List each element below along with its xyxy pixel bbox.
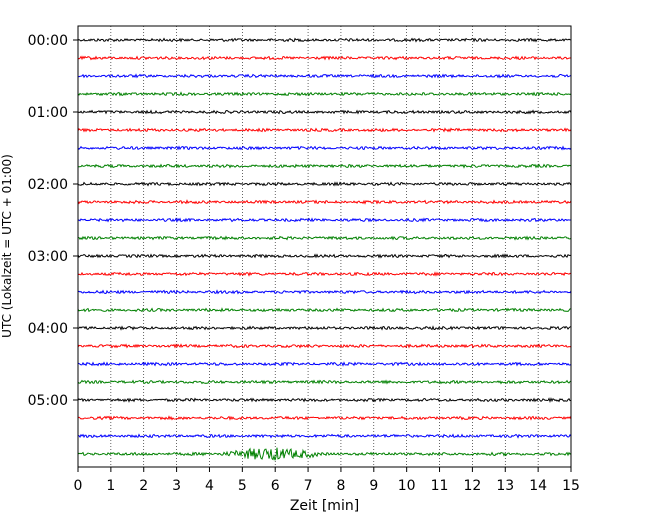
x-tick-label-12: 12	[463, 478, 481, 494]
trace-line-0	[77, 37, 572, 43]
x-tick-label-1: 1	[106, 478, 115, 494]
trace-line-20	[77, 397, 572, 404]
trace-line-13	[77, 271, 572, 277]
trace-line-5	[77, 127, 572, 133]
x-tick-label-8: 8	[336, 478, 345, 494]
trace-line-17	[77, 343, 572, 349]
trace-line-7	[77, 163, 572, 169]
x-tick-label-7: 7	[304, 478, 313, 494]
x-tick-label-2: 2	[139, 478, 148, 494]
trace-line-11	[77, 235, 572, 241]
x-tick-label-0: 0	[74, 478, 83, 494]
y-axis-title: UTC (Lokalzeit = UTC + 01:00)	[0, 154, 14, 338]
trace-line-16	[77, 325, 572, 331]
y-tick-label-3: 03:00	[28, 249, 68, 265]
seismic-traces	[77, 37, 572, 461]
trace-line-21	[77, 415, 572, 421]
x-tick-label-15: 15	[562, 478, 580, 494]
trace-line-3	[77, 91, 572, 97]
trace-line-22	[77, 433, 572, 439]
trace-line-23	[77, 447, 572, 461]
y-tick-label-5: 05:00	[28, 393, 68, 409]
trace-line-1	[77, 55, 572, 61]
trace-line-19	[77, 379, 572, 385]
trace-line-4	[77, 109, 572, 115]
x-tick-label-10: 10	[398, 478, 416, 494]
x-axis-ticks: 0 1 2 3 4 5 6 7 8 9 10 11 12 13 14 15	[74, 467, 580, 494]
x-tick-label-13: 13	[496, 478, 514, 494]
trace-line-9	[77, 199, 572, 205]
y-tick-label-0: 00:00	[28, 33, 68, 49]
x-tick-label-9: 9	[369, 478, 378, 494]
trace-line-2	[77, 73, 572, 79]
x-tick-label-11: 11	[431, 478, 449, 494]
y-axis-ticks: 00:00 01:00 02:00 03:00 04:00 05:00	[28, 33, 78, 409]
trace-line-10	[77, 217, 572, 223]
trace-line-18	[77, 361, 572, 367]
x-tick-label-6: 6	[271, 478, 280, 494]
x-tick-label-5: 5	[238, 478, 247, 494]
x-tick-label-4: 4	[205, 478, 214, 494]
plot-frame	[77, 25, 572, 468]
x-axis-title: Zeit [min]	[290, 498, 359, 514]
y-tick-label-4: 04:00	[28, 321, 68, 337]
trace-line-15	[77, 307, 572, 313]
trace-line-8	[77, 181, 572, 187]
y-tick-label-1: 01:00	[28, 105, 68, 121]
y-tick-label-2: 02:00	[28, 177, 68, 193]
x-tick-label-14: 14	[529, 478, 547, 494]
trace-line-6	[77, 145, 572, 151]
trace-line-14	[77, 289, 572, 295]
trace-line-12	[77, 253, 572, 259]
x-tick-label-3: 3	[172, 478, 181, 494]
